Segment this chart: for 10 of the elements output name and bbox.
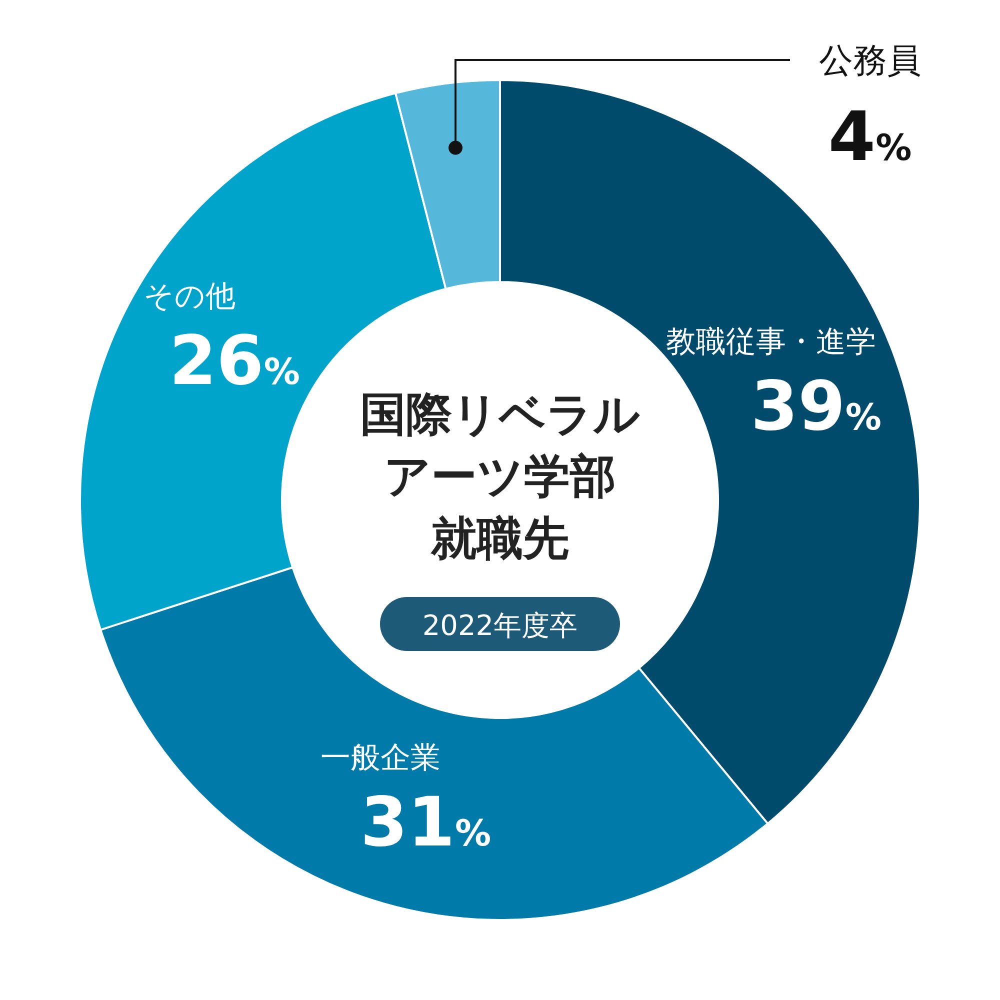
data-label: 31% — [360, 783, 492, 862]
slice-label: 一般企業 — [320, 740, 441, 776]
slice-label: その他 — [144, 278, 236, 314]
data-label: 4% — [828, 98, 912, 177]
data-label: 26% — [169, 322, 300, 401]
text: 2022年度卒 — [422, 609, 578, 642]
slice-label: 公務員 — [819, 41, 921, 81]
slice-label: 教職従事・進学 — [666, 324, 876, 360]
text: 国際リベラルアーツ学部就職先 — [360, 387, 640, 565]
data-label: 39% — [750, 368, 882, 447]
